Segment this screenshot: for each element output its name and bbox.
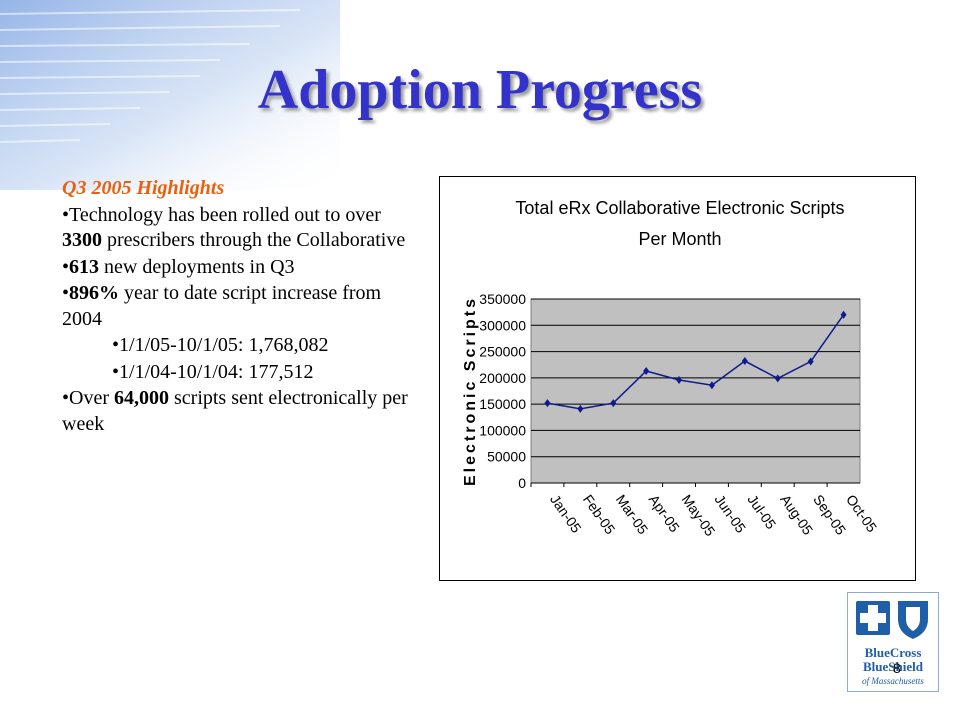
data-point (643, 367, 650, 376)
bcbs-logo-graphic: BlueCross BlueShield of Massachusetts (856, 601, 928, 686)
highlight-item: •613 new deployments in Q3 (62, 255, 295, 278)
x-tick-label: Jan-05 (547, 492, 585, 536)
highlight-subitem: •1/1/05-10/1/05: 1,768,082 (112, 334, 329, 356)
x-tick-label: May-05 (679, 492, 719, 540)
svg-text:BlueCross: BlueCross (865, 645, 922, 660)
svg-text:of Massachusetts: of Massachusetts (862, 676, 924, 686)
y-axis-label: Electronic Scripts (462, 296, 479, 486)
highlights-heading: Q3 2005 Highlights (62, 177, 225, 199)
highlight-subitem: •1/1/04-10/1/04: 177,512 (112, 360, 314, 383)
blue-cross-icon (856, 601, 890, 635)
slide-title: Adoption Progress (257, 59, 703, 121)
data-point (708, 381, 715, 390)
line-chart: Total eRx Collaborative Electronic Scrip… (462, 198, 880, 540)
data-point (741, 357, 748, 366)
blue-shield-icon (898, 601, 928, 639)
y-tick-label: 100000 (479, 422, 526, 438)
chart-title-line1: Total eRx Collaborative Electronic Scrip… (515, 198, 844, 218)
x-tick-label: Sep-05 (810, 492, 849, 538)
chart-title-line2: Per Month (638, 229, 721, 249)
decorative-corner-graphic (0, 0, 340, 190)
x-tick-label: Apr-05 (646, 492, 683, 536)
y-tick-label: 350000 (479, 291, 526, 307)
page-number: 8 (893, 660, 901, 676)
y-tick-label: 0 (518, 475, 526, 491)
plot-area (530, 298, 861, 484)
bcbs-logo: BlueCross BlueShield of Massachusetts (847, 592, 939, 692)
chart-container: Total eRx Collaborative Electronic Scrip… (439, 176, 916, 581)
highlights-panel: Q3 2005 Highlights •Technology has been … (62, 176, 412, 438)
data-point (774, 374, 781, 383)
data-point (577, 404, 584, 413)
series-line (547, 314, 845, 410)
x-tick-label: Aug-05 (777, 492, 816, 538)
data-point (610, 399, 617, 408)
x-tick-label: Mar-05 (613, 492, 652, 538)
y-tick-label: 300000 (479, 317, 526, 333)
data-point (676, 375, 683, 384)
y-tick-label: 200000 (479, 370, 526, 386)
svg-text:BlueShield: BlueShield (863, 659, 924, 674)
highlight-item: •Over 64,000 scripts sent electronically… (62, 387, 408, 435)
highlight-item: •896% year to date script increase from … (62, 282, 382, 330)
data-point (544, 399, 551, 408)
x-tick-label: Feb-05 (580, 492, 619, 538)
y-tick-label: 50000 (487, 449, 526, 465)
data-point (807, 357, 814, 366)
y-tick-label: 250000 (479, 344, 526, 360)
y-tick-label: 150000 (479, 396, 526, 412)
corner-pattern (0, 0, 340, 190)
highlight-item: •Technology has been rolled out to over … (62, 203, 406, 252)
data-point (840, 310, 847, 319)
